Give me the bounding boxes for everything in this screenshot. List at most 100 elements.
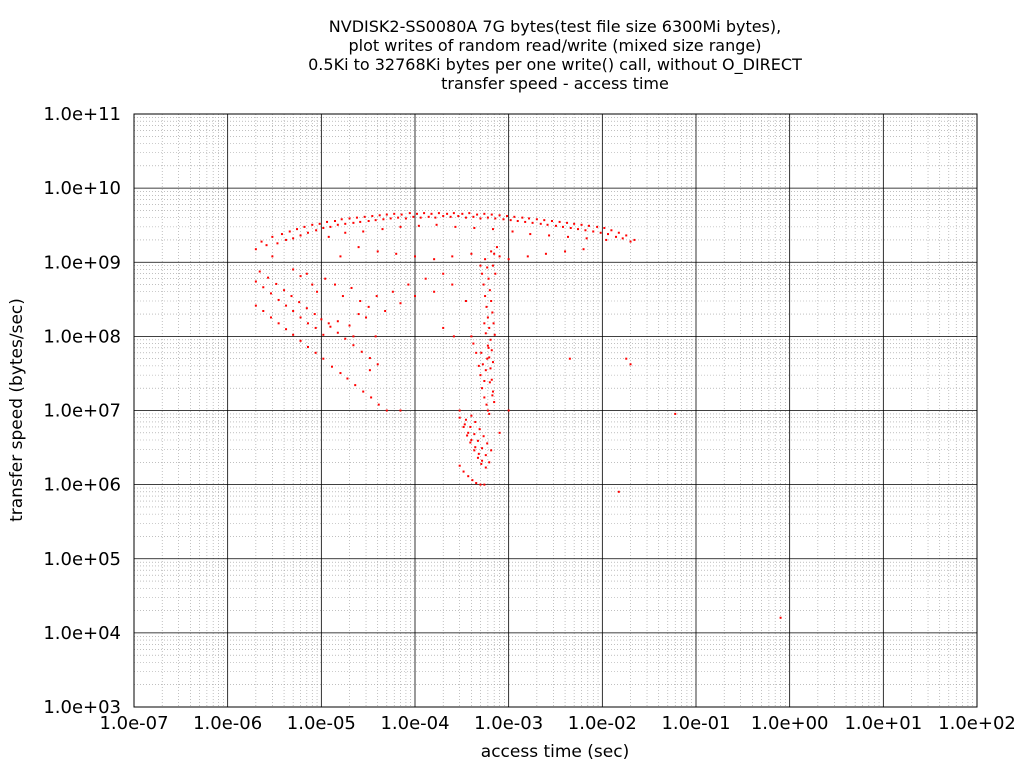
x-tick-label: 1.0e-05 xyxy=(287,713,356,734)
data-point xyxy=(352,344,355,347)
data-point xyxy=(470,414,473,417)
y-tick-label: 1.0e+07 xyxy=(43,401,121,422)
data-point xyxy=(493,333,496,336)
data-point xyxy=(467,431,470,434)
data-point xyxy=(479,374,482,377)
data-point xyxy=(513,215,516,218)
data-point xyxy=(324,277,327,280)
data-point xyxy=(481,387,484,390)
data-point xyxy=(483,212,486,215)
data-point xyxy=(462,470,465,473)
data-point xyxy=(452,335,455,338)
data-point xyxy=(543,219,546,222)
data-point xyxy=(315,229,318,232)
data-point xyxy=(490,349,493,352)
data-point xyxy=(489,367,492,370)
data-point xyxy=(472,342,475,345)
data-point xyxy=(464,418,467,421)
data-point xyxy=(483,380,486,383)
data-point xyxy=(427,215,430,218)
data-point xyxy=(395,252,398,255)
data-point xyxy=(491,394,494,397)
data-point xyxy=(322,357,325,360)
data-point xyxy=(487,277,490,280)
data-point xyxy=(454,225,457,228)
data-point xyxy=(486,216,489,219)
data-point xyxy=(481,459,484,462)
data-point xyxy=(566,221,569,224)
data-point xyxy=(486,357,489,360)
data-point xyxy=(254,304,257,307)
data-point xyxy=(458,464,461,467)
data-point xyxy=(341,295,344,298)
data-point xyxy=(621,237,624,240)
data-point xyxy=(334,283,337,286)
data-point xyxy=(524,220,527,223)
data-point xyxy=(384,309,387,312)
data-point xyxy=(399,225,402,228)
y-tick-label: 1.0e+11 xyxy=(43,104,121,125)
data-point xyxy=(471,479,474,482)
data-point xyxy=(469,441,472,444)
data-point xyxy=(473,449,476,452)
data-point xyxy=(482,283,485,286)
data-point xyxy=(327,322,330,325)
data-point xyxy=(495,246,498,249)
data-point xyxy=(486,442,489,445)
data-point xyxy=(262,286,265,289)
data-point xyxy=(587,224,590,227)
data-point xyxy=(385,409,388,412)
data-point xyxy=(592,230,595,233)
y-axis-label: transfer speed (bytes/sec) xyxy=(7,298,27,522)
data-point xyxy=(285,304,288,307)
data-point xyxy=(362,230,365,233)
data-point xyxy=(336,223,339,226)
data-point xyxy=(493,401,496,404)
data-point xyxy=(414,255,416,258)
data-point xyxy=(277,298,280,301)
data-point xyxy=(376,250,379,253)
data-point xyxy=(329,225,332,228)
y-tick-label: 1.0e+05 xyxy=(43,549,121,570)
data-point xyxy=(299,234,302,237)
data-point xyxy=(412,215,415,218)
data-point xyxy=(489,338,492,341)
data-point xyxy=(382,218,385,221)
data-point xyxy=(370,396,373,399)
data-point xyxy=(491,228,494,231)
data-point xyxy=(490,213,493,216)
data-point xyxy=(288,230,291,233)
data-point xyxy=(424,277,427,280)
data-point xyxy=(486,409,489,412)
data-point xyxy=(615,235,618,238)
data-point xyxy=(374,335,377,338)
data-point xyxy=(359,300,362,303)
data-point xyxy=(617,490,620,493)
data-point xyxy=(511,230,514,233)
data-point xyxy=(346,377,349,380)
y-tick-label: 1.0e+04 xyxy=(43,623,121,644)
data-point xyxy=(408,212,411,215)
data-point xyxy=(397,216,400,219)
data-point xyxy=(482,435,485,438)
data-point xyxy=(554,224,557,227)
data-point xyxy=(276,242,279,245)
data-point xyxy=(254,248,257,251)
data-point xyxy=(336,331,339,334)
data-point xyxy=(269,316,272,319)
data-point xyxy=(267,276,270,279)
data-point xyxy=(485,305,488,308)
data-point xyxy=(488,381,491,384)
data-point xyxy=(629,240,632,243)
y-tick-label: 1.0e+09 xyxy=(43,252,121,273)
data-point xyxy=(265,244,268,247)
x-tick-label: 1.0e-07 xyxy=(99,713,168,734)
data-point xyxy=(476,213,479,216)
data-point xyxy=(271,255,274,258)
data-point xyxy=(584,229,587,232)
data-point xyxy=(277,322,280,325)
data-point xyxy=(305,307,308,310)
data-point xyxy=(365,316,368,319)
data-point xyxy=(607,233,610,236)
